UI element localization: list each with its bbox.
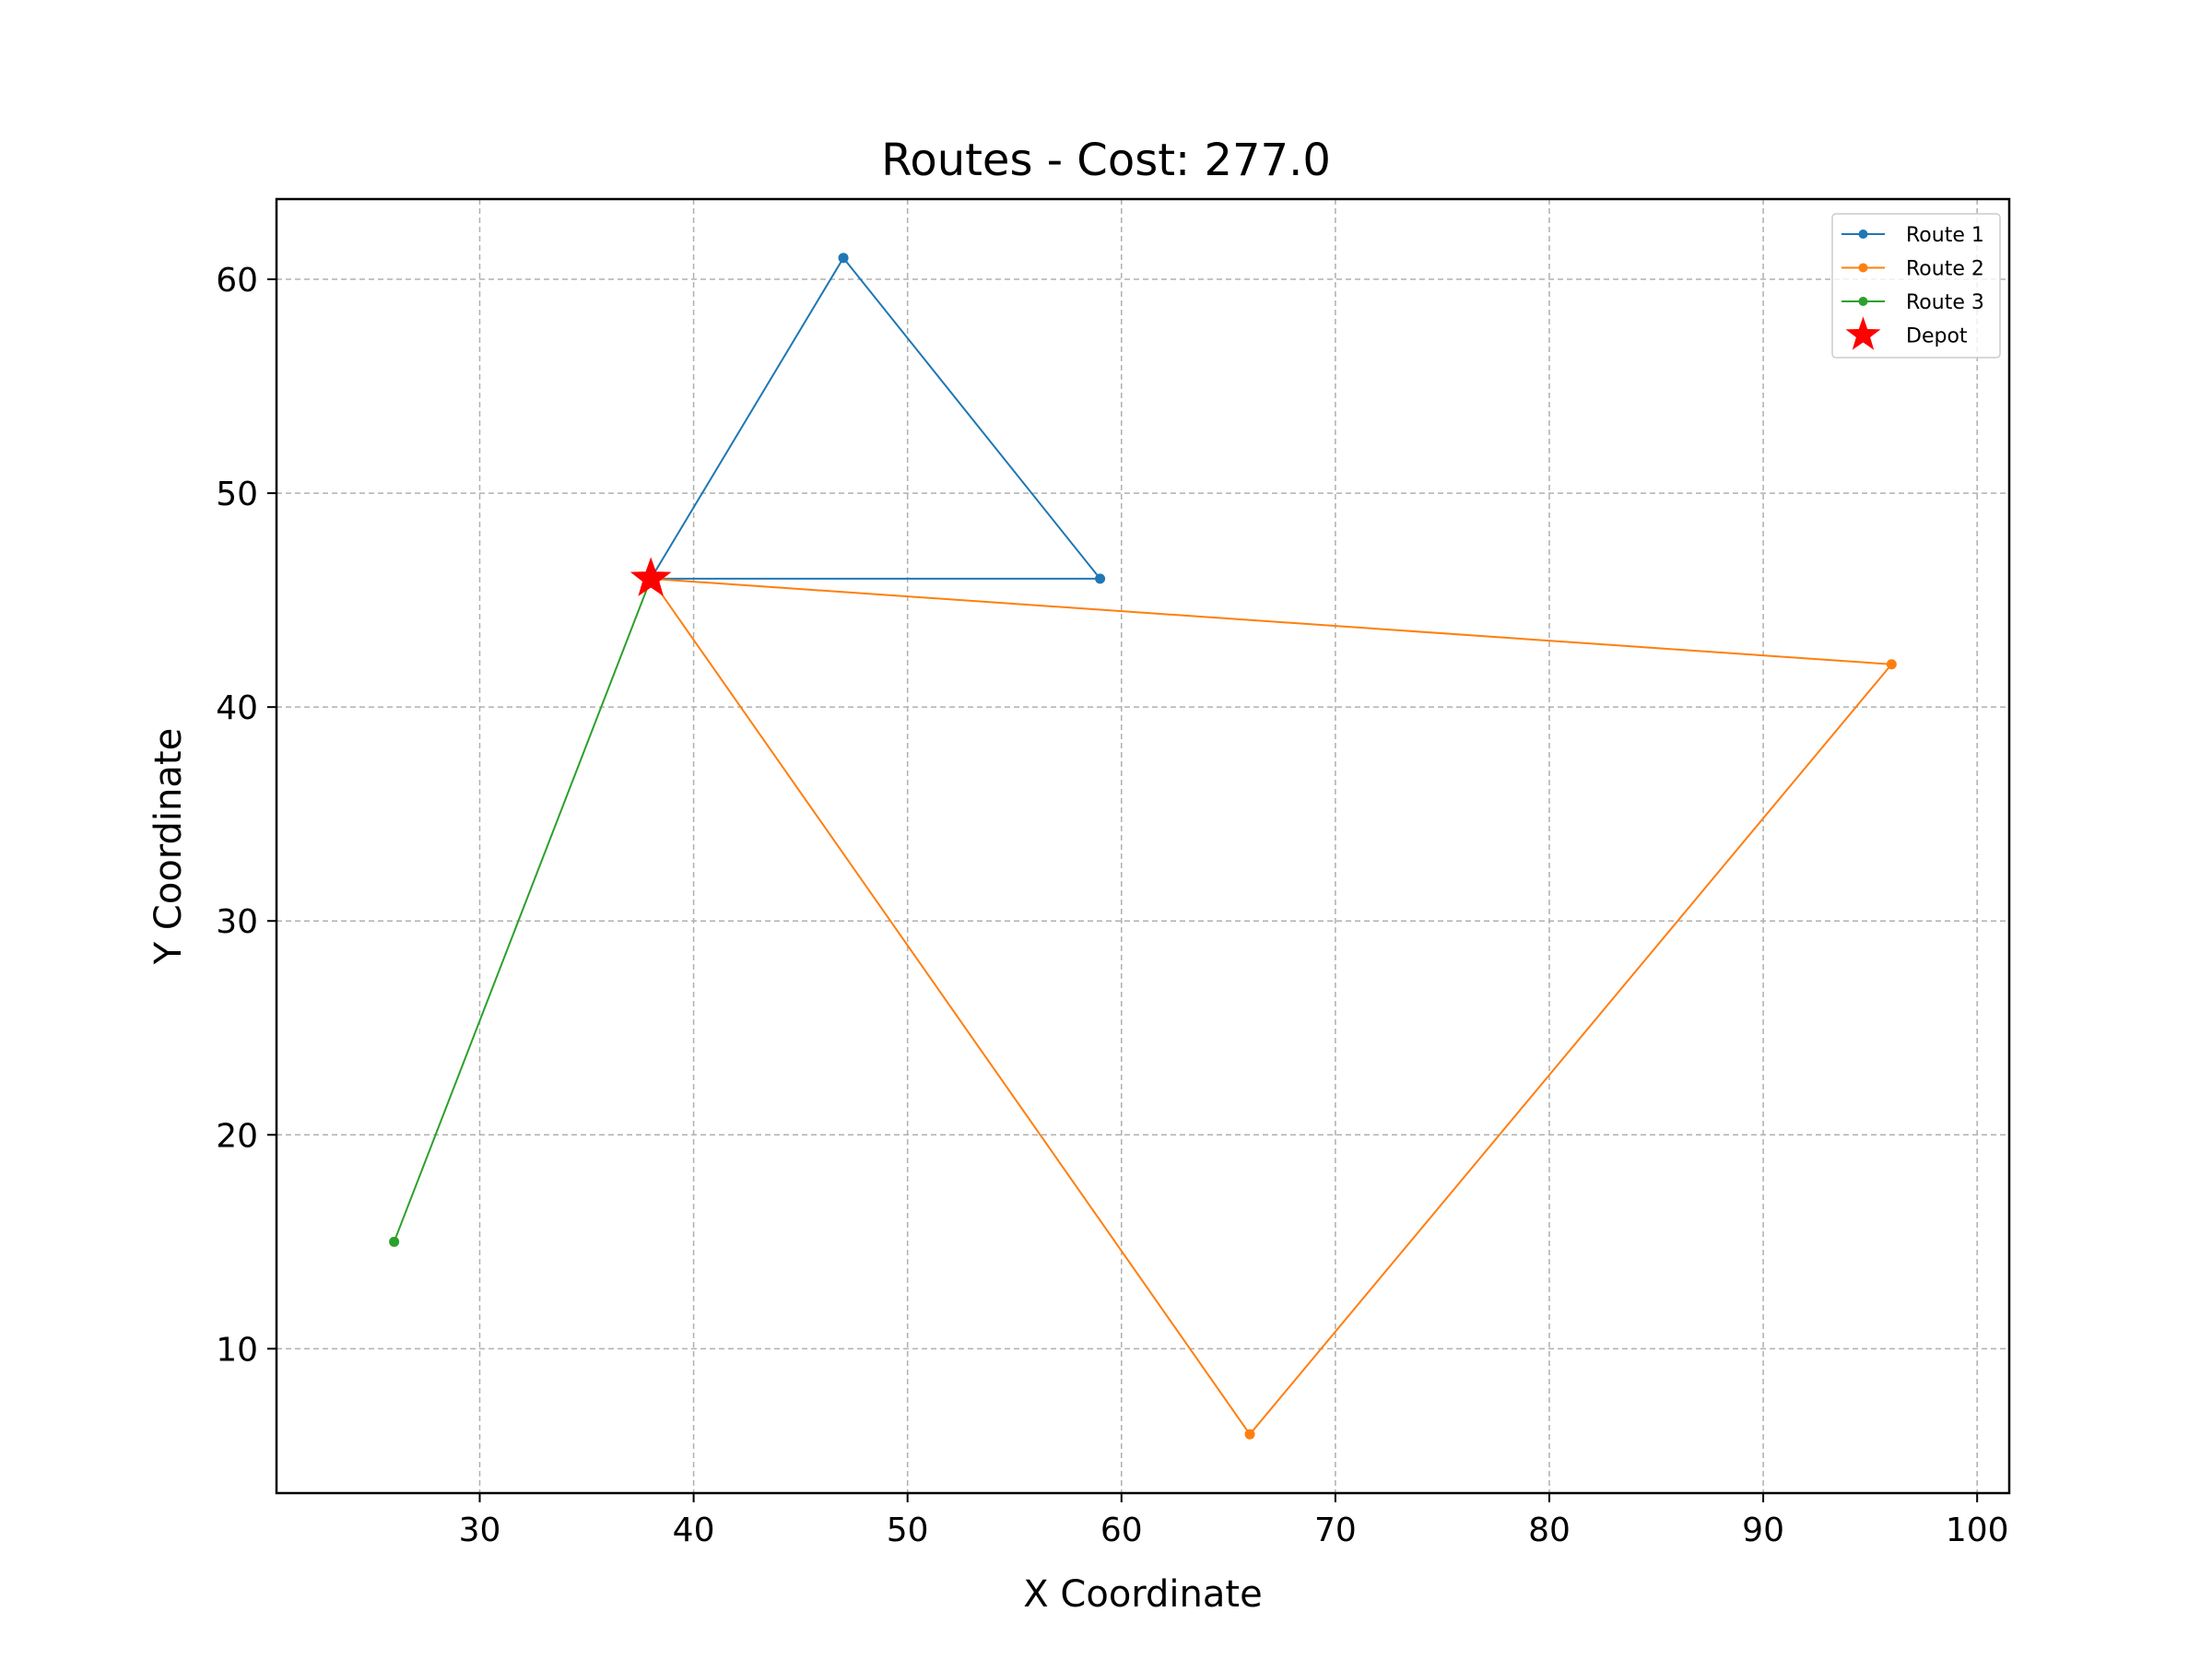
legend: Route 1 Route 2 Route 3 Depot (1831, 213, 2001, 359)
x-tick-label: 80 (1528, 1512, 1571, 1549)
y-axis-ticks: 10 20 30 40 50 60 (216, 262, 276, 1369)
route-2 (645, 573, 1897, 1440)
depot-marker (629, 557, 672, 596)
x-tick-label: 40 (673, 1512, 715, 1549)
y-tick-label: 10 (216, 1331, 258, 1369)
route-line (650, 256, 1102, 580)
x-tick-label: 100 (1946, 1512, 2009, 1549)
y-tick-label: 60 (216, 262, 258, 300)
x-tick-label: 70 (1314, 1512, 1357, 1549)
route-point (389, 1236, 400, 1247)
legend-swatch-marker (1858, 297, 1868, 306)
legend-item: Depot (1845, 316, 1968, 350)
legend-item: Route 3 (1841, 291, 1984, 314)
x-tick-label: 60 (1100, 1512, 1143, 1549)
route-line (650, 577, 1894, 1436)
x-tick-label: 50 (887, 1512, 929, 1549)
x-axis-ticks: 30 40 50 60 70 80 90 100 (459, 1493, 2009, 1549)
legend-swatch-marker (1858, 229, 1868, 239)
legend-label: Route 1 (1906, 224, 1984, 247)
chart-title: Routes - Cost: 277.0 (881, 135, 1331, 186)
route-series (389, 253, 1897, 1440)
legend-item: Route 2 (1841, 258, 1984, 281)
legend-swatch-star (1845, 316, 1881, 350)
grid-lines (276, 199, 2009, 1493)
y-tick-label: 30 (216, 903, 258, 941)
route-point (1244, 1429, 1255, 1440)
legend-item: Route 1 (1841, 224, 1984, 247)
legend-label: Route 3 (1906, 291, 1984, 314)
legend-label: Route 2 (1906, 258, 1984, 281)
plot-frame (275, 197, 2011, 1495)
y-tick-label: 40 (216, 689, 258, 727)
legend-swatch-marker (1858, 263, 1868, 273)
route-point (838, 253, 849, 264)
y-tick-label: 50 (216, 476, 258, 513)
legend-frame (1831, 213, 2001, 359)
route-point (1095, 573, 1106, 584)
x-axis-title: X Coordinate (1023, 1573, 1262, 1616)
y-tick-label: 20 (216, 1117, 258, 1155)
y-axis-title: Y Coordinate (147, 728, 190, 965)
legend-label: Depot (1906, 325, 1968, 348)
x-tick-label: 90 (1742, 1512, 1784, 1549)
route-point (1886, 659, 1897, 670)
x-tick-label: 30 (459, 1512, 501, 1549)
